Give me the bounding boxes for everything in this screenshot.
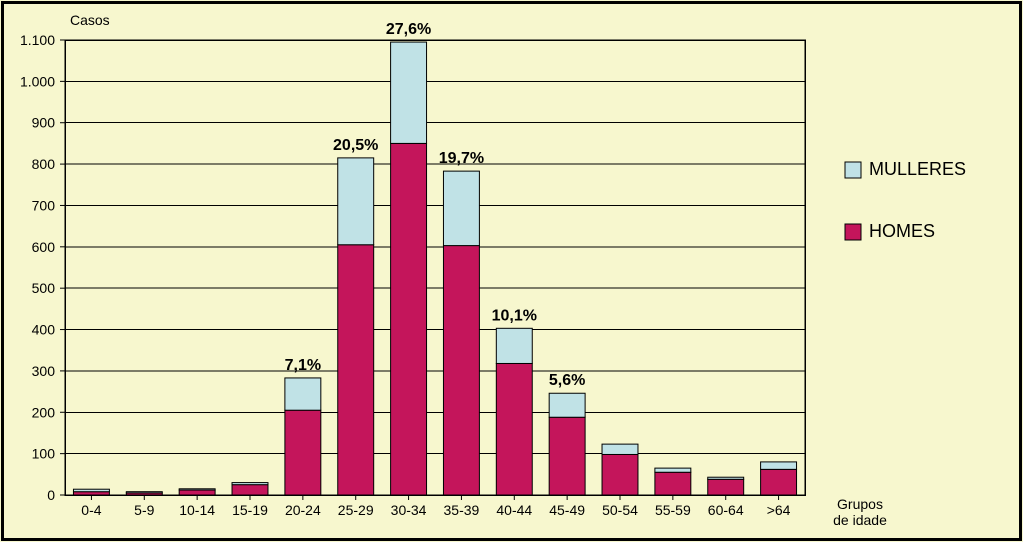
bar-mulleres [232, 483, 268, 485]
percent-label: 20,5% [333, 137, 378, 154]
bar-homes [232, 485, 268, 495]
ytick-label: 900 [32, 115, 56, 131]
bar-homes [549, 417, 585, 495]
xtick-label: 15-19 [232, 502, 268, 518]
bar-mulleres [708, 477, 744, 479]
ytick-label: 700 [32, 197, 56, 213]
percent-label: 19,7% [439, 150, 484, 167]
percent-label: 7,1% [285, 357, 321, 374]
xtick-label: 50-54 [602, 502, 638, 518]
xtick-label: 35-39 [444, 502, 480, 518]
bar-mulleres [655, 468, 691, 472]
percent-label: 5,6% [549, 372, 585, 389]
ytick-label: 800 [32, 156, 56, 172]
stacked-bar-chart: 0 100 200 300 400 500 600 700 800 900 1.000 1.100 Ca… [0, 0, 1023, 542]
bar-homes [338, 245, 374, 495]
ytick-label: 400 [32, 322, 56, 338]
legend-swatch [845, 224, 861, 240]
bar-homes [655, 472, 691, 495]
bar-mulleres [391, 42, 427, 143]
bar-mulleres [179, 489, 215, 490]
bar-mulleres [73, 489, 109, 491]
bar-mulleres [549, 393, 585, 417]
bar-homes [708, 479, 744, 495]
xtick-label: 40-44 [496, 502, 532, 518]
xtick-label: 25-29 [338, 502, 374, 518]
xtick-label: 5-9 [134, 502, 154, 518]
chart-container: 0 100 200 300 400 500 600 700 800 900 1.000 1.100 Ca… [0, 0, 1023, 542]
bar-mulleres [285, 378, 321, 410]
bar-mulleres [761, 462, 797, 469]
xtick-label: 45-49 [549, 502, 585, 518]
bar-homes [761, 469, 797, 495]
bar-mulleres [126, 492, 162, 493]
x-axis-title-line2: de idade [833, 512, 887, 528]
bar-homes [602, 454, 638, 495]
ytick-label: 500 [32, 280, 56, 296]
xtick-label: 20-24 [285, 502, 321, 518]
ytick-label: 200 [32, 404, 56, 420]
bar-mulleres [443, 171, 479, 245]
xtick-label: 60-64 [708, 502, 744, 518]
legend-label: HOMES [869, 221, 935, 241]
ytick-label: 0 [47, 487, 55, 503]
ytick-label: 1.000 [20, 73, 55, 89]
xtick-label: 55-59 [655, 502, 691, 518]
x-axis-title-line1: Grupos [837, 496, 883, 512]
ytick-label: 100 [32, 446, 56, 462]
xtick-label: 30-34 [391, 502, 427, 518]
percent-label: 27,6% [386, 21, 431, 38]
bar-homes [443, 246, 479, 495]
bar-mulleres [602, 444, 638, 454]
xtick-label: 0-4 [81, 502, 101, 518]
ytick-label: 600 [32, 239, 56, 255]
legend-label: MULLERES [869, 159, 966, 179]
percent-label: 10,1% [492, 307, 537, 324]
legend-swatch [845, 162, 861, 178]
bar-mulleres [496, 328, 532, 363]
bar-homes [285, 410, 321, 495]
xtick-label: >64 [767, 502, 791, 518]
bar-homes [496, 363, 532, 495]
bar-homes [391, 143, 427, 495]
ytick-label: 1.100 [20, 32, 55, 48]
y-axis-title: Casos [70, 12, 110, 28]
ytick-label: 300 [32, 363, 56, 379]
xtick-label: 10-14 [179, 502, 215, 518]
bar-mulleres [338, 158, 374, 245]
